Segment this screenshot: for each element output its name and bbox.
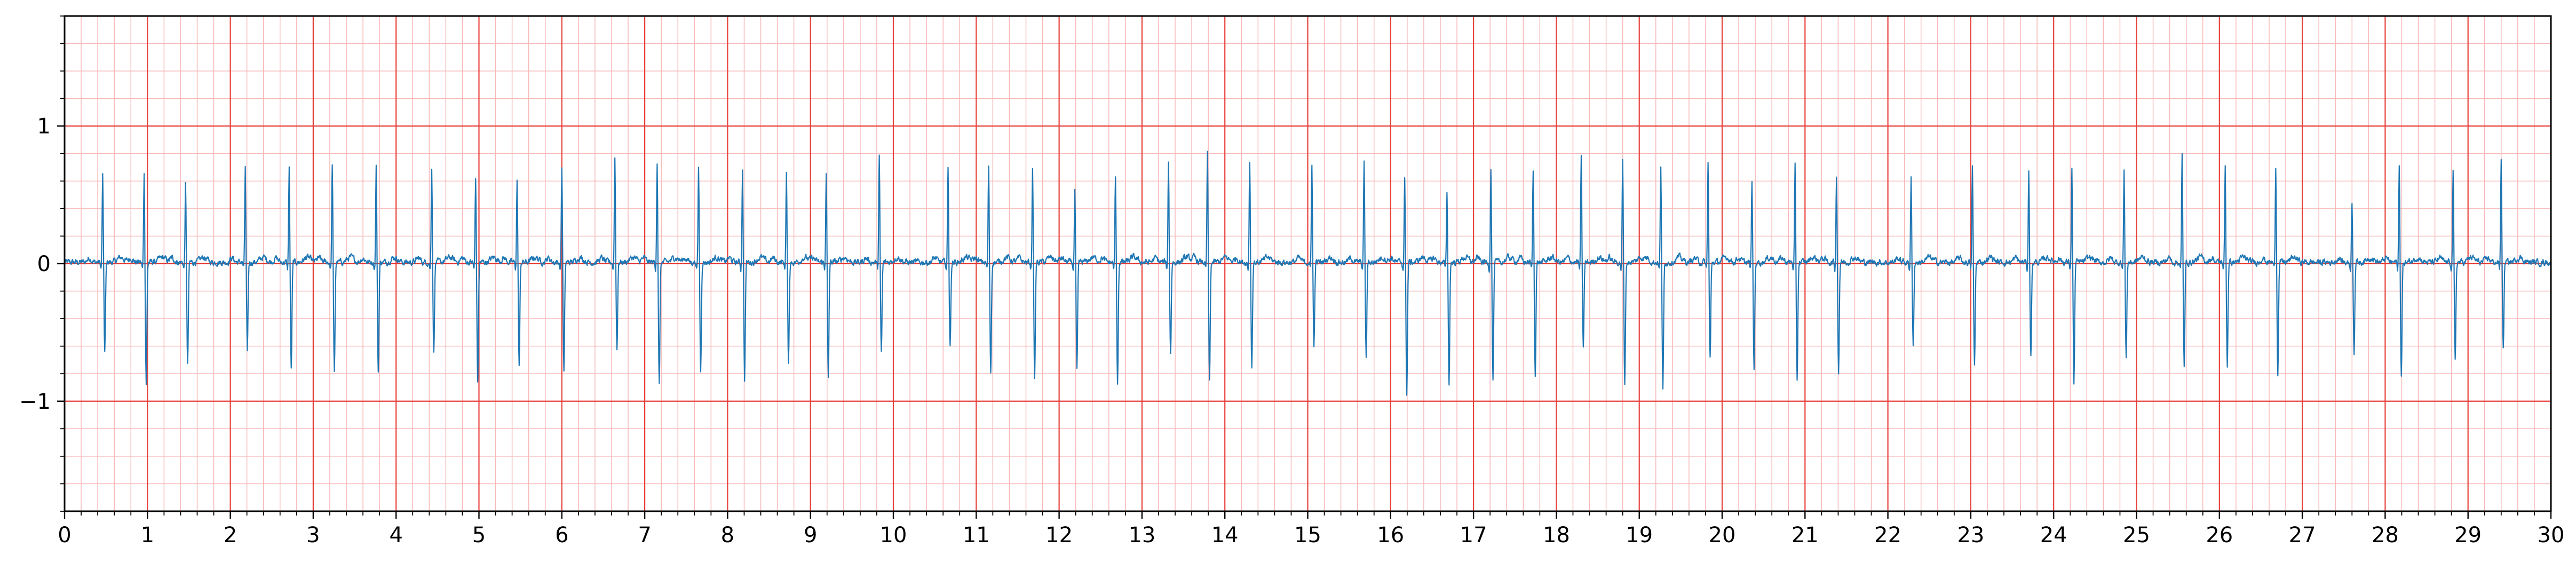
x-tick-label: 6 [555, 523, 568, 548]
x-tick-label: 19 [1626, 523, 1653, 548]
x-tick-label: 2 [224, 523, 237, 548]
y-axis: 1 0 −1 [19, 15, 65, 512]
x-tick-label: 18 [1543, 523, 1570, 548]
x-tick-label: 0 [58, 523, 71, 548]
x-tick-label: 21 [1792, 523, 1819, 548]
x-tick-label: 16 [1377, 523, 1404, 548]
x-tick-label: 11 [963, 523, 990, 548]
x-tick-label: 20 [1709, 523, 1736, 548]
x-tick-label: 30 [2538, 523, 2565, 548]
y-tick-label: 1 [37, 114, 51, 139]
x-tick-label: 3 [306, 523, 320, 548]
x-axis: 0 1 2 3 4 5 6 7 8 9 10 11 12 13 14 15 16 17 18 19 20 21 22 23 24… [58, 511, 2564, 548]
y-tick-label: 0 [37, 252, 51, 276]
x-tick-label: 25 [2123, 523, 2150, 548]
x-tick-label: 23 [1957, 523, 1984, 548]
x-tick-label: 17 [1460, 523, 1487, 548]
x-tick-label: 8 [721, 523, 734, 548]
x-tick-label: 22 [1874, 523, 1901, 548]
x-tick-label: 24 [2040, 523, 2067, 548]
x-tick-label: 26 [2206, 523, 2233, 548]
x-tick-label: 10 [880, 523, 907, 548]
x-tick-label: 7 [638, 523, 651, 548]
x-tick-label: 14 [1211, 523, 1239, 548]
x-tick-label: 4 [389, 523, 402, 548]
x-tick-label: 28 [2372, 523, 2399, 548]
ecg-signal-line [64, 150, 2552, 396]
x-tick-label: 5 [472, 523, 486, 548]
y-tick-label: −1 [19, 390, 51, 414]
x-tick-label: 9 [804, 523, 817, 548]
x-tick-label: 27 [2289, 523, 2316, 548]
x-tick-label: 1 [141, 523, 154, 548]
x-tick-label: 29 [2454, 523, 2482, 548]
x-tick-label: 12 [1045, 523, 1073, 548]
x-tick-label: 13 [1128, 523, 1155, 548]
x-tick-label: 15 [1294, 523, 1321, 548]
